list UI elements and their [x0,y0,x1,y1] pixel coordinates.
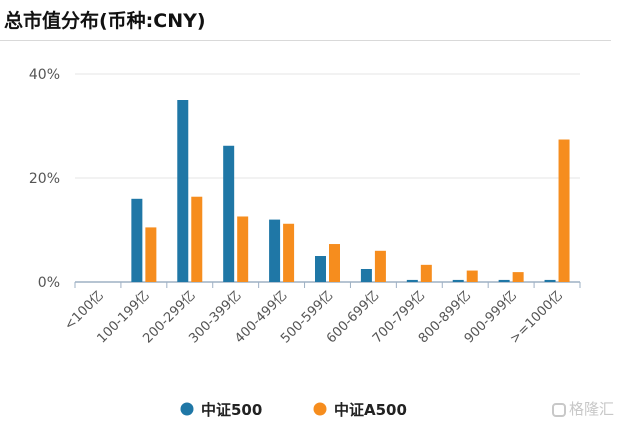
bar [131,198,143,282]
watermark: 格隆汇 [552,398,614,419]
bar [191,196,203,282]
bar [406,279,418,282]
bar [420,264,432,282]
chart-title: 总市值分布(币种:CNY) [4,10,206,32]
bar [223,145,235,282]
bar [544,279,556,282]
bar [558,139,570,282]
bar [452,279,464,282]
bar [145,227,157,282]
bar [329,244,340,282]
watermark-text: 格隆汇 [569,400,615,418]
legend-label: 中证500 [201,401,262,419]
bar [237,216,249,282]
x-tick-label: <100亿 [62,288,107,333]
bar [177,100,189,282]
y-tick-label: 40% [29,67,60,83]
bar [315,256,326,282]
bar [283,223,295,282]
y-tick-label: 0% [38,275,60,291]
bar [466,270,478,282]
bar [269,219,281,282]
legend-swatch [313,402,327,416]
bar [512,272,524,282]
legend-label: 中证A500 [334,401,407,419]
bar [360,269,372,282]
y-tick-label: 20% [29,171,60,187]
title-divider [0,40,611,41]
bar [374,250,386,282]
watermark-logo-icon [552,403,566,417]
legend-swatch [180,402,194,416]
bar [498,279,510,282]
